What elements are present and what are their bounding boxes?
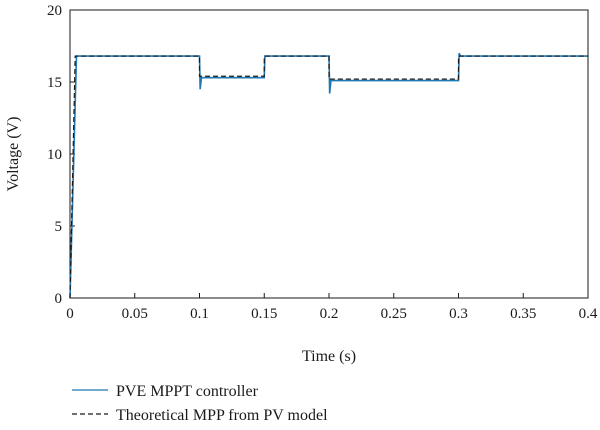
x-tick-label: 0.3 bbox=[449, 306, 468, 322]
x-tick-label: 0.35 bbox=[510, 306, 536, 322]
y-axis-label: Voltage (V) bbox=[5, 117, 22, 192]
series-line-theoretical-mpp bbox=[69, 55, 588, 299]
x-tick-label: 0.25 bbox=[381, 306, 407, 322]
y-tick-label: 15 bbox=[47, 75, 62, 91]
y-tick-label: 10 bbox=[47, 147, 62, 163]
x-axis-ticks: 0 0.05 0.1 0.15 0.2 0.25 0.3 0.35 0.4 bbox=[66, 293, 598, 322]
x-axis-label: Time (s) bbox=[302, 348, 356, 365]
legend: PVE MPPT controller Theoretical MPP from… bbox=[72, 383, 328, 424]
x-tick-label: 0.05 bbox=[122, 306, 148, 322]
plot-frame bbox=[69, 9, 589, 299]
x-tick-label: 0.1 bbox=[190, 306, 209, 322]
x-tick-label: 0.15 bbox=[251, 306, 277, 322]
series-line-pve-mppt bbox=[69, 52, 588, 299]
legend-label-pve-mppt: PVE MPPT controller bbox=[116, 383, 259, 400]
legend-label-theoretical-mpp: Theoretical MPP from PV model bbox=[116, 407, 328, 424]
y-tick-label: 0 bbox=[55, 291, 63, 307]
x-tick-label: 0.4 bbox=[579, 306, 598, 322]
y-tick-label: 20 bbox=[47, 3, 62, 19]
series-layer bbox=[69, 52, 588, 299]
x-tick-label: 0 bbox=[66, 306, 74, 322]
x-tick-label: 0.2 bbox=[320, 306, 339, 322]
y-tick-label: 5 bbox=[55, 219, 63, 235]
